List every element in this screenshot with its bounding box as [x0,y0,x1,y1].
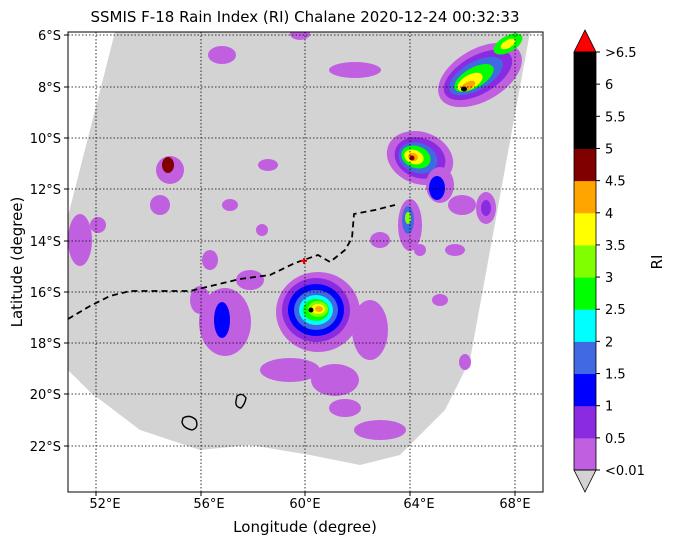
colorbar-segment [574,405,596,439]
x-tick-label: 68°E [499,497,530,512]
rain-cell [214,302,230,338]
colorbar-tick-label: 3.5 [605,239,626,254]
colorbar-tick-label: 2 [605,335,613,350]
y-tick-label: 10°S [30,132,61,147]
colorbar-segment [574,84,596,117]
rain-cell [236,270,264,290]
colorbar-segment [574,52,596,85]
x-tick-label: 56°E [193,497,224,512]
rain-cell [405,212,411,224]
rain-cell [354,420,406,440]
rain-cell [329,399,361,417]
grid-lines [68,32,543,492]
rain-cell [68,214,92,266]
y-tick-label: 16°S [30,286,61,301]
colorbar-tick-label: 3 [605,271,613,286]
y-axis: 6°S 8°S 10°S 12°S 14°S 16°S 18°S 20°S 22… [8,29,68,455]
rain-cell [459,354,471,370]
colorbar-tick-label: >6.5 [605,46,637,61]
colorbar-segment [574,244,596,278]
rain-cell [258,159,278,171]
colorbar-segment [574,212,596,246]
y-tick-label: 22°S [30,440,61,455]
colorbar-segment [574,341,596,375]
x-tick-label: 64°E [403,497,434,512]
colorbar-label: RI [648,255,666,270]
rain-cell [256,224,268,236]
x-tick-label: 60°E [289,497,320,512]
rain-cell [162,157,174,173]
chart-title: SSMIS F-18 Rain Index (RI) Chalane 2020-… [90,8,519,26]
y-axis-label: Latitude (degree) [8,197,26,328]
rain-cell [290,32,310,40]
colorbar-segment [574,148,596,182]
colorbar-tick-label: 0.5 [605,432,626,447]
rain-cell [481,200,491,216]
colorbar-tick-label: <0.01 [605,464,645,479]
colorbar-segment [574,373,596,407]
rain-cell [500,38,516,50]
rain-cell [352,300,388,360]
rain-cell [90,217,106,233]
rain-cell [315,306,323,312]
colorbar-segment [574,180,596,214]
colorbar-tick-label: 1.5 [605,368,626,383]
colorbar-segment [574,277,596,310]
y-tick-label: 14°S [30,235,61,250]
rain-cell [445,244,465,256]
rain-cell [461,86,467,92]
colorbar-segment [574,437,596,471]
y-tick-label: 18°S [30,337,61,352]
rain-cell [222,199,238,211]
rain-cell [260,358,320,382]
map-area [68,32,530,465]
rain-cell [190,286,210,314]
storm-track [68,204,396,320]
rain-cell [432,294,448,306]
x-axis-label: Longitude (degree) [233,518,377,536]
rain-cell [329,62,381,78]
rain-cell [448,195,476,215]
colorbar-tick-label: 5.5 [605,110,626,125]
rain-cell [311,364,359,396]
rain-cell [409,155,415,161]
colorbar-under-arrow [573,469,597,493]
colorbar-tick-label: 2.5 [605,303,626,318]
colorbar-segment [574,309,596,342]
colorbar-tick-label: 1 [605,400,613,415]
rain-cell [429,176,445,200]
rain-cell [208,46,236,64]
rain-index-layer [68,32,523,440]
storm-center-marker [301,258,307,264]
y-tick-label: 12°S [30,183,61,198]
colorbar: <0.01 0.5 1 1.5 2 2.5 3 3.5 4 4.5 5 5.5 6 >6.5 RI [573,29,666,493]
rain-cell [414,244,426,256]
x-axis: 52°E 56°E 60°E 64°E 68°E Longitude (degr… [89,492,531,536]
island-coastline [181,415,198,431]
rain-cell [150,195,170,215]
island-coastline [235,393,247,409]
colorbar-segment [574,116,596,149]
rain-cell [308,307,314,313]
y-tick-label: 20°S [30,388,61,403]
x-tick-label: 52°E [89,497,120,512]
colorbar-tick-label: 5 [605,142,613,157]
colorbar-tick-label: 4.5 [605,175,626,190]
colorbar-tick-label: 6 [605,78,613,93]
rain-cell [202,250,218,270]
y-tick-label: 6°S [38,29,61,44]
colorbar-tick-label: 4 [605,207,613,222]
y-tick-label: 8°S [38,81,61,96]
colorbar-over-arrow [573,29,597,53]
rain-cell [370,232,390,248]
